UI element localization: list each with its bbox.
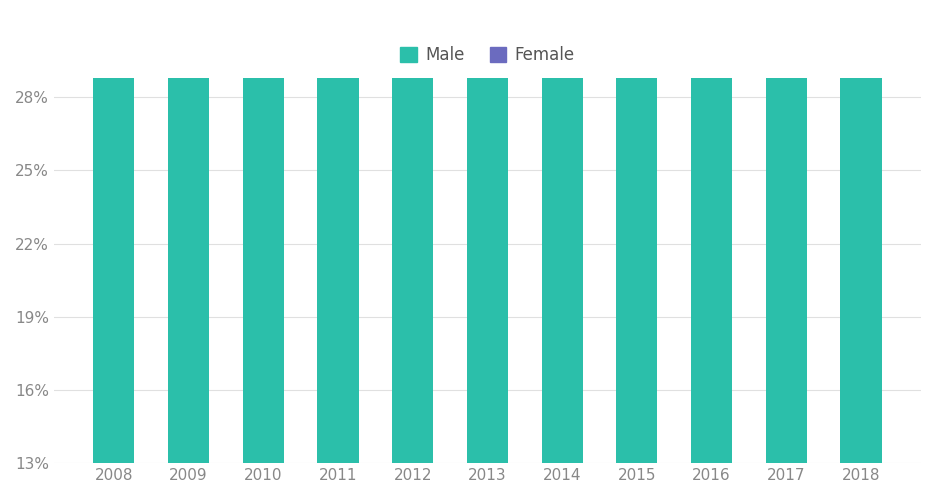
Bar bbox=[691, 19, 732, 463]
Bar bbox=[168, 0, 209, 463]
Bar bbox=[691, 0, 732, 19]
Bar bbox=[242, 0, 284, 463]
Bar bbox=[467, 0, 508, 463]
Bar bbox=[392, 0, 433, 463]
Bar bbox=[616, 0, 657, 463]
Legend: Male, Female: Male, Female bbox=[393, 40, 581, 71]
Bar bbox=[841, 0, 882, 463]
Bar bbox=[542, 0, 583, 463]
Bar bbox=[94, 0, 135, 463]
Bar bbox=[317, 0, 358, 463]
Bar bbox=[766, 0, 807, 463]
